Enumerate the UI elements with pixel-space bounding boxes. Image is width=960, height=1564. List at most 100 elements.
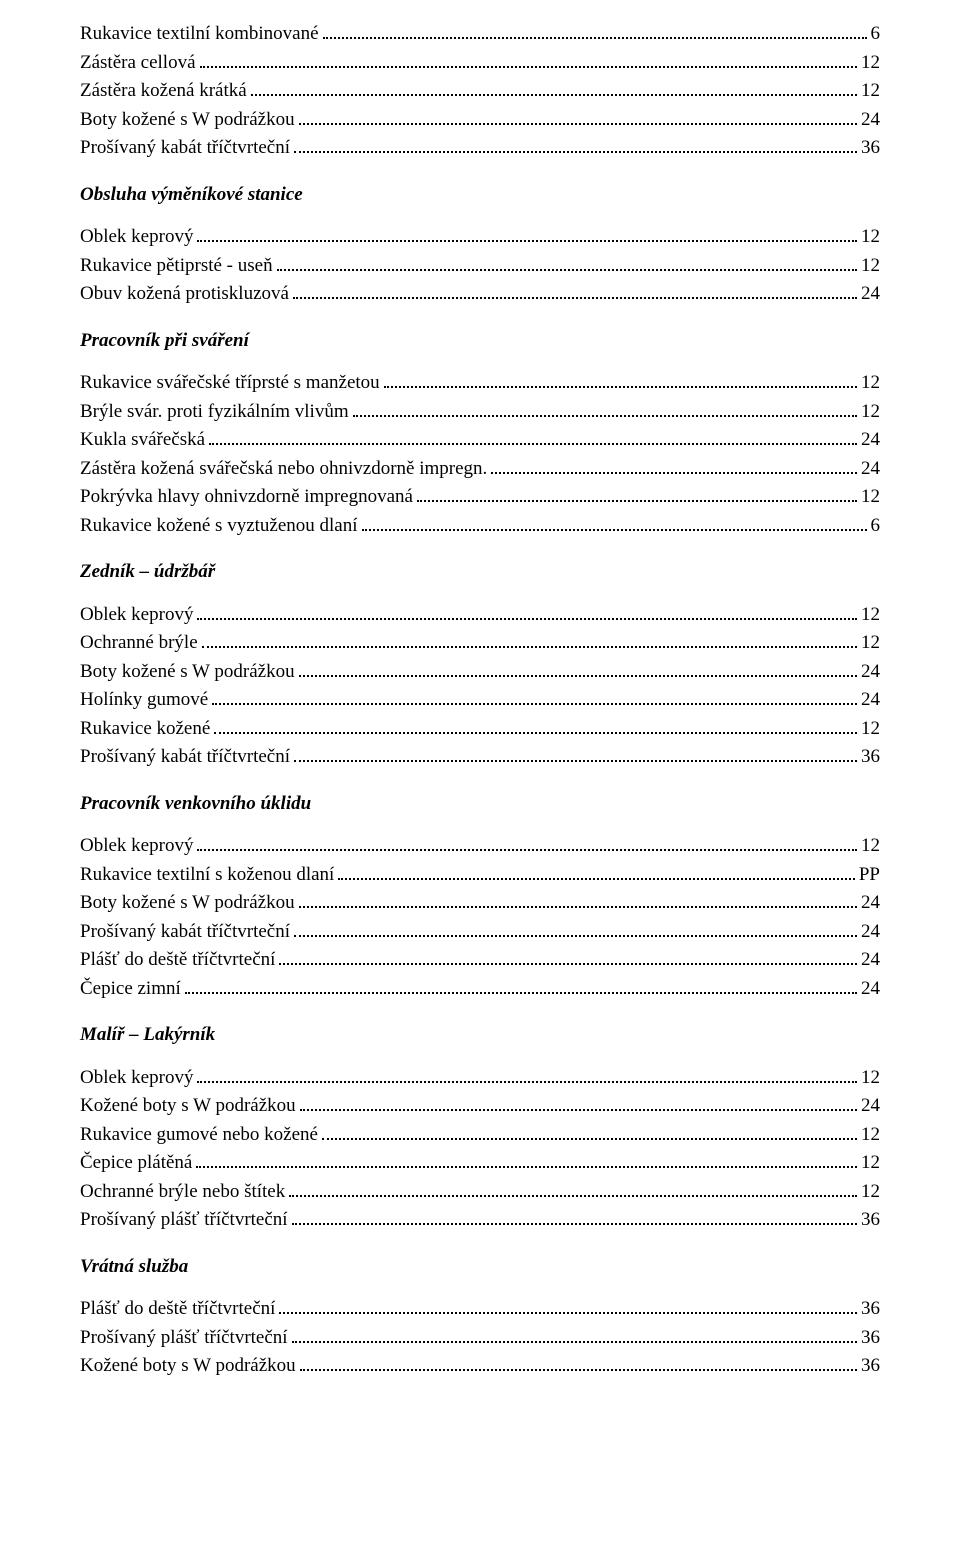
entry-value: 36	[861, 1324, 880, 1353]
leader-dots	[251, 94, 857, 96]
entry-label: Rukavice kožené	[80, 715, 210, 744]
section-heading: Pracovník venkovního úklidu	[80, 790, 880, 819]
entry-value: 12	[861, 629, 880, 658]
section-heading: Vrátná služba	[80, 1253, 880, 1282]
section-heading: Malíř – Lakýrník	[80, 1021, 880, 1050]
entry-label: Boty kožené s W podrážkou	[80, 658, 295, 687]
toc-entry: Plášť do deště tříčtvrteční 24	[80, 946, 880, 975]
toc-entry: Ochranné brýle12	[80, 629, 880, 658]
toc-entry: Kožené boty s W podrážkou24	[80, 1092, 880, 1121]
toc-entry: Boty kožené s W podrážkou 24	[80, 658, 880, 687]
section-heading: Zedník – údržbář	[80, 558, 880, 587]
toc-entry: Oblek keprový 12	[80, 223, 880, 252]
toc-entry: Prošívaný kabát tříčtvrteční36	[80, 134, 880, 163]
leader-dots	[362, 529, 867, 531]
leader-dots	[300, 1369, 857, 1371]
leader-dots	[214, 732, 857, 734]
entry-label: Rukavice kožené s vyztuženou dlaní	[80, 512, 358, 541]
entry-value: 12	[861, 398, 880, 427]
entry-label: Pokrývka hlavy ohnivzdorně impregnovaná	[80, 483, 413, 512]
entry-label: Plášť do deště tříčtvrteční	[80, 946, 275, 975]
leader-dots	[292, 1223, 857, 1225]
entry-value: 12	[861, 49, 880, 78]
entry-label: Holínky gumové	[80, 686, 208, 715]
entry-value: 12	[861, 223, 880, 252]
leader-dots	[293, 297, 857, 299]
entry-value: 12	[861, 252, 880, 281]
leader-dots	[209, 443, 857, 445]
leader-dots	[277, 269, 857, 271]
entry-label: Boty kožené s W podrážkou	[80, 889, 295, 918]
entry-label: Oblek keprový	[80, 223, 193, 252]
leader-dots	[299, 906, 857, 908]
entry-label: Prošívaný plášť tříčtvrteční	[80, 1206, 288, 1235]
leader-dots	[294, 151, 857, 153]
entry-label: Plášť do deště tříčtvrteční	[80, 1295, 275, 1324]
entry-label: Kožené boty s W podrážkou	[80, 1352, 296, 1381]
entry-label: Rukavice textilní s koženou dlaní	[80, 861, 334, 890]
toc-entry: Čepice zimní24	[80, 975, 880, 1004]
toc-entry: Prošívaný kabát tříčtvrteční24	[80, 918, 880, 947]
entry-value: 12	[861, 1064, 880, 1093]
toc-entry: Rukavice kožené s vyztuženou dlaní 6	[80, 512, 880, 541]
toc-entry: Holínky gumové 24	[80, 686, 880, 715]
entry-label: Rukavice pětiprsté - useň	[80, 252, 273, 281]
leader-dots	[212, 703, 857, 705]
entry-value: 12	[861, 832, 880, 861]
leader-dots	[417, 500, 857, 502]
leader-dots	[197, 849, 857, 851]
entry-value: PP	[859, 861, 880, 890]
entry-value: 12	[861, 1149, 880, 1178]
entry-value: 24	[861, 889, 880, 918]
entry-label: Čepice plátěná	[80, 1149, 192, 1178]
leader-dots	[200, 66, 857, 68]
leader-dots	[294, 935, 857, 937]
toc-entry: Kukla svářečská 24	[80, 426, 880, 455]
leader-dots	[322, 1138, 857, 1140]
entry-value: 12	[861, 1121, 880, 1150]
toc-entry: Plášť do deště tříčtvrteční 36	[80, 1295, 880, 1324]
toc-entry: Oblek keprový12	[80, 1064, 880, 1093]
toc-entry: Brýle svár. proti fyzikálním vlivům12	[80, 398, 880, 427]
entry-label: Zástěra kožená svářečská nebo ohnivzdorn…	[80, 455, 487, 484]
entry-label: Prošívaný kabát tříčtvrteční	[80, 134, 290, 163]
entry-label: Oblek keprový	[80, 832, 193, 861]
entry-label: Obuv kožená protiskluzová	[80, 280, 289, 309]
entry-value: 24	[861, 280, 880, 309]
entry-label: Kukla svářečská	[80, 426, 205, 455]
leader-dots	[299, 123, 857, 125]
entry-value: 12	[861, 369, 880, 398]
entry-label: Zástěra cellová	[80, 49, 196, 78]
entry-value: 24	[861, 106, 880, 135]
section-heading: Obsluha výměníkové stanice	[80, 181, 880, 210]
toc-entry: Kožené boty s W podrážkou36	[80, 1352, 880, 1381]
toc-entry: Rukavice textilní s koženou dlaní PP	[80, 861, 880, 890]
leader-dots	[202, 646, 857, 648]
entry-value: 6	[871, 20, 881, 49]
leader-dots	[289, 1195, 857, 1197]
entry-label: Zástěra kožená krátká	[80, 77, 247, 106]
toc-entry: Zástěra cellová 12	[80, 49, 880, 78]
leader-dots	[197, 618, 857, 620]
entry-label: Prošívaný plášť tříčtvrteční	[80, 1324, 288, 1353]
entry-value: 6	[871, 512, 881, 541]
entry-value: 12	[861, 601, 880, 630]
toc-entry: Ochranné brýle nebo štítek12	[80, 1178, 880, 1207]
entry-value: 24	[861, 426, 880, 455]
entry-value: 24	[861, 658, 880, 687]
entry-label: Boty kožené s W podrážkou	[80, 106, 295, 135]
entry-value: 24	[861, 455, 880, 484]
leader-dots	[300, 1109, 857, 1111]
leader-dots	[353, 415, 857, 417]
leader-dots	[197, 240, 857, 242]
entry-value: 12	[861, 77, 880, 106]
entry-label: Ochranné brýle nebo štítek	[80, 1178, 285, 1207]
entry-label: Rukavice svářečské tříprsté s manžetou	[80, 369, 380, 398]
leader-dots	[323, 37, 867, 39]
entry-label: Prošívaný kabát tříčtvrteční	[80, 918, 290, 947]
entry-value: 24	[861, 686, 880, 715]
leader-dots	[292, 1341, 857, 1343]
toc-entry: Rukavice kožené12	[80, 715, 880, 744]
entry-value: 24	[861, 946, 880, 975]
leader-dots	[491, 472, 857, 474]
